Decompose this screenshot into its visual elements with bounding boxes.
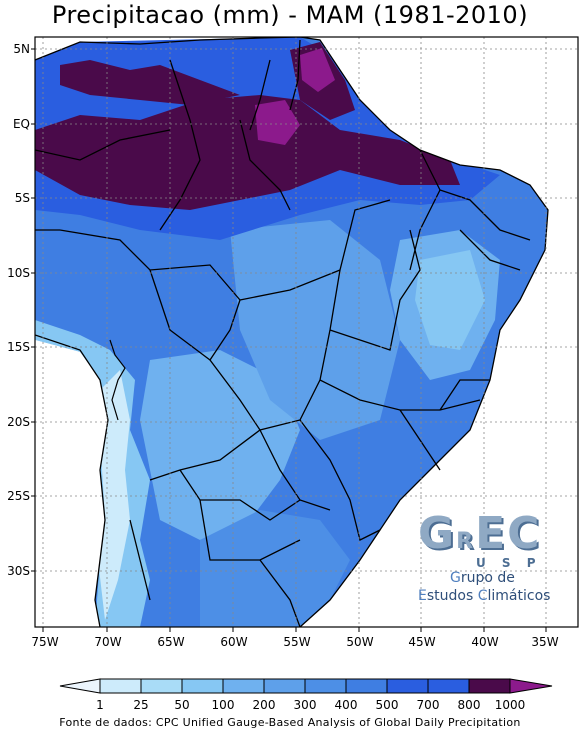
lon-label: 60W bbox=[220, 635, 247, 649]
region-heavy-3 bbox=[60, 60, 240, 105]
legend-label: 500 bbox=[376, 698, 399, 712]
legend-label: 25 bbox=[133, 698, 148, 712]
data-source-note: Fonte de dados: CPC Unified Gauge-Based … bbox=[59, 716, 521, 729]
plot-frame bbox=[34, 36, 579, 628]
logo-cap: C bbox=[477, 588, 488, 604]
logo-e: E bbox=[475, 508, 508, 559]
legend-labels: 1 25 50 100 200 300 400 500 700 800 1000 bbox=[96, 698, 525, 712]
logo-cap: E bbox=[418, 588, 427, 604]
legend-label: 1 bbox=[96, 698, 104, 712]
lon-label: 65W bbox=[157, 635, 184, 649]
political-borders bbox=[35, 37, 549, 627]
legend-label: 800 bbox=[458, 698, 481, 712]
logo-cap: G bbox=[450, 570, 461, 586]
map-title: Precipitacao (mm) - MAM (1981-2010) bbox=[51, 1, 529, 29]
lat-label: 15S bbox=[7, 340, 30, 354]
ocean-east bbox=[300, 37, 578, 627]
region-northeast-lighter bbox=[415, 250, 485, 350]
legend-label: 300 bbox=[294, 698, 317, 712]
legend-swatch bbox=[263, 678, 306, 694]
legend-label: 400 bbox=[335, 698, 358, 712]
legend-swatch bbox=[468, 678, 511, 694]
legend-label: 700 bbox=[417, 698, 440, 712]
region-heavy-max bbox=[255, 100, 300, 145]
lat-label: 10S bbox=[7, 266, 30, 280]
lat-label: 5S bbox=[15, 191, 30, 205]
lon-label: 50W bbox=[346, 635, 373, 649]
region-light-2 bbox=[140, 350, 300, 540]
legend-arrow-high bbox=[509, 678, 553, 694]
logo-line-estudos: Estudos Climáticos bbox=[418, 588, 550, 604]
legend-label: 100 bbox=[212, 698, 235, 712]
logo-line-grupo: Grupo de bbox=[450, 570, 515, 586]
legend-label: 1000 bbox=[495, 698, 526, 712]
legend-swatch bbox=[222, 678, 265, 694]
legend-swatch bbox=[386, 678, 429, 694]
lon-labels: 75W 70W 65W 60W 55W 50W 45W 40W 35W bbox=[31, 635, 558, 649]
lat-label: 30S bbox=[7, 564, 30, 578]
precipitation-field bbox=[35, 37, 578, 627]
gridlines bbox=[35, 37, 578, 627]
legend-swatch bbox=[304, 678, 347, 694]
lat-label: 5N bbox=[13, 42, 30, 56]
logo-r: R bbox=[456, 529, 476, 554]
legend-swatch bbox=[345, 678, 388, 694]
lat-label: EQ bbox=[13, 117, 30, 131]
lon-tick-marks bbox=[42, 627, 547, 632]
ocean-west bbox=[35, 340, 108, 627]
legend-swatch bbox=[181, 678, 224, 694]
lat-labels: 5N EQ 5S 10S 15S 20S 25S 30S bbox=[7, 42, 30, 578]
logo-text: studos bbox=[426, 588, 478, 604]
lon-label: 45W bbox=[408, 635, 435, 649]
logo-letters: GREC bbox=[418, 508, 541, 559]
logo-g: G bbox=[418, 508, 457, 559]
logo-text: limáticos bbox=[487, 588, 551, 604]
legend-label: 50 bbox=[174, 698, 189, 712]
lon-label: 70W bbox=[94, 635, 121, 649]
logo-c: C bbox=[507, 508, 542, 559]
legend-swatch bbox=[99, 678, 142, 694]
lon-label: 55W bbox=[283, 635, 310, 649]
lon-label: 40W bbox=[471, 635, 498, 649]
color-legend bbox=[59, 678, 553, 694]
grec-usp-logo: GREC U S P Grupo de Estudos Climáticos bbox=[410, 508, 570, 613]
legend-arrow-low bbox=[59, 678, 101, 694]
legend-swatch bbox=[427, 678, 470, 694]
region-heavy-max-2 bbox=[300, 48, 335, 92]
legend-swatch bbox=[140, 678, 183, 694]
lat-label: 25S bbox=[7, 489, 30, 503]
legend-label: 200 bbox=[253, 698, 276, 712]
west-coastline bbox=[109, 339, 126, 421]
lon-label: 75W bbox=[31, 635, 58, 649]
lat-label: 20S bbox=[7, 415, 30, 429]
logo-usp: U S P bbox=[476, 556, 542, 570]
lat-tick-marks bbox=[31, 48, 35, 572]
logo-text: rupo de bbox=[460, 570, 515, 586]
region-central bbox=[230, 220, 400, 440]
region-south bbox=[200, 510, 350, 627]
lon-label: 35W bbox=[531, 635, 558, 649]
